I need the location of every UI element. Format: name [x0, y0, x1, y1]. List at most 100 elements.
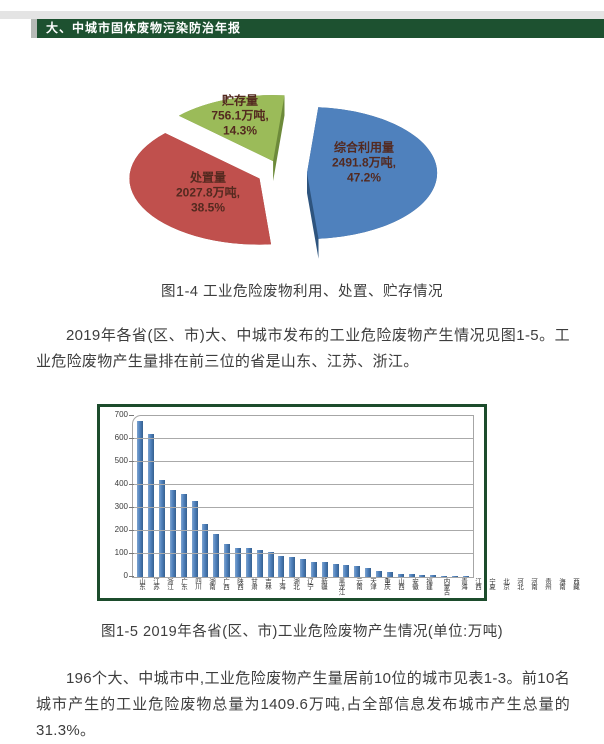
pie-label-disposal-amount: 2027.8万吨,: [175, 185, 241, 200]
pie-label-utilization-name: 综合利用量: [333, 140, 395, 155]
bar-江苏: [148, 433, 155, 577]
bar-column-青海: [374, 571, 385, 577]
gridline-600: [133, 438, 473, 439]
bar-column-吉林: [233, 548, 244, 577]
bar-青海: [375, 571, 382, 577]
bar-湖北: [256, 549, 263, 577]
y-tick-label-0: 0: [123, 571, 128, 580]
x-tick-label-福建: 福建: [424, 578, 432, 589]
bar-column-天津: [309, 561, 320, 577]
x-label-col-广西: 广西: [218, 578, 232, 595]
bar-column-西藏: [460, 576, 471, 577]
x-tick-label-山西: 山西: [396, 578, 404, 589]
page-header-title: 大、中城市固体废物污染防治年报: [37, 19, 604, 38]
x-tick-label-天津: 天津: [368, 578, 376, 589]
bar-chart-plot-area: [132, 415, 474, 578]
bar-column-云南: [298, 558, 309, 577]
x-label-col-新疆: 新疆: [316, 578, 330, 595]
y-tick-mark-600: [129, 438, 134, 439]
bar-column-河南: [428, 575, 439, 577]
y-tick-label-700: 700: [114, 410, 128, 419]
x-tick-label-河南: 河南: [529, 578, 537, 589]
pie-label-storage-name: 贮存量: [221, 93, 258, 108]
y-tick-mark-400: [129, 484, 134, 485]
x-label-col-上海: 上海: [274, 578, 288, 595]
bar-江西: [386, 571, 393, 577]
bar-chart-inner: 0 100 200 300 400 500 600 700 山东 江苏 浙江 广东 四川 湖南 广西 陕西甘…: [106, 410, 579, 596]
y-tick-label-400: 400: [114, 479, 128, 488]
x-label-col-重庆: 重庆: [379, 578, 393, 595]
x-label-col-辽宁: 辽宁: [302, 578, 316, 595]
bar-重庆: [321, 562, 328, 577]
pie-label-storage: 贮存量 756.1万吨, 14.3%: [211, 94, 268, 139]
x-tick-label-浙江: 浙江: [165, 578, 173, 589]
x-label-col-河南: 河南: [526, 578, 540, 595]
bar-福建: [354, 565, 361, 577]
x-tick-label-甘肃: 甘肃: [249, 578, 257, 589]
x-label-col-黑龙江: 黑龙江: [330, 578, 351, 595]
x-tick-label-湖北: 湖北: [291, 578, 299, 589]
top-divider-strip: [0, 11, 604, 19]
x-tick-label-贵州: 贵州: [543, 578, 551, 589]
bar-内蒙古: [365, 567, 372, 577]
paragraph-1: 2019年各省(区、市)大、中城市发布的工业危险废物产生情况见图1-5。工业危险…: [36, 327, 570, 370]
x-label-col-内蒙古: 内蒙古: [435, 578, 456, 595]
y-tick-label-300: 300: [114, 502, 128, 511]
x-label-col-吉林: 吉林: [260, 578, 274, 595]
pie-label-storage-amount: 756.1万吨,: [211, 108, 269, 123]
bar-column-浙江: [157, 480, 168, 577]
pie-label-utilization: 综合利用量 2491.8万吨, 47.2%: [332, 141, 396, 186]
bar-column-江苏: [146, 433, 157, 577]
x-label-col-广东: 广东: [176, 578, 190, 595]
x-tick-label-陕西: 陕西: [235, 578, 243, 589]
bar-chart-x-axis: 山东 江苏 浙江 广东 四川 湖南 广西 陕西 甘肃 吉林 上海 湖北 辽宁 新疆 黑龙江 云南 天津 重庆 山西安…: [132, 578, 579, 595]
x-tick-label-海南: 海南: [557, 578, 565, 589]
x-label-col-湖南: 湖南: [204, 578, 218, 595]
figure-1-5-bar-chart: 0 100 200 300 400 500 600 700 山东 江苏 浙江 广东 四川 湖南 广西 陕西甘…: [97, 404, 579, 601]
bar-山西: [332, 564, 339, 577]
x-tick-label-云南: 云南: [354, 578, 362, 589]
x-tick-label-山东: 山东: [137, 578, 145, 589]
x-label-col-贵州: 贵州: [540, 578, 554, 595]
bar-西藏: [462, 576, 469, 577]
pie-slice-storage: [178, 95, 285, 162]
y-tick-mark-200: [129, 530, 134, 531]
bar-辽宁: [267, 552, 274, 577]
bar-column-甘肃: [222, 544, 233, 577]
bar-河北: [419, 574, 426, 577]
bar-贵州: [441, 576, 448, 577]
y-tick-mark-0: [129, 576, 134, 577]
bar-广东: [169, 490, 176, 577]
gridline-100: [133, 553, 473, 554]
bar-安徽: [343, 565, 350, 577]
bar-column-安徽: [341, 565, 352, 577]
x-tick-label-内蒙古: 内蒙古: [442, 578, 449, 595]
x-label-col-湖北: 湖北: [288, 578, 302, 595]
bar-column-陕西: [211, 534, 222, 577]
bar-云南: [300, 558, 307, 577]
bar-column-北京: [406, 574, 417, 577]
x-tick-label-广西: 广西: [221, 578, 229, 589]
x-tick-label-河北: 河北: [515, 578, 523, 589]
bar-column-四川: [178, 493, 189, 577]
bar-column-宁夏: [395, 573, 406, 577]
x-tick-label-黑龙江: 黑龙江: [337, 578, 344, 595]
gridline-200: [133, 530, 473, 531]
pie-label-utilization-amount: 2491.8万吨,: [331, 155, 397, 170]
bar-河南: [430, 575, 437, 577]
y-tick-mark-500: [129, 461, 134, 462]
bar-column-广东: [168, 490, 179, 577]
x-tick-label-北京: 北京: [501, 578, 509, 589]
y-tick-mark-100: [129, 553, 134, 554]
bar-四川: [180, 493, 187, 577]
bar-column-上海: [243, 548, 254, 577]
x-label-col-甘肃: 甘肃: [246, 578, 260, 595]
bar-column-黑龙江: [287, 556, 298, 577]
x-tick-label-吉林: 吉林: [263, 578, 271, 589]
x-label-col-宁夏: 宁夏: [484, 578, 498, 595]
x-label-col-福建: 福建: [421, 578, 435, 595]
bar-浙江: [159, 480, 166, 577]
bar-山东: [137, 421, 144, 577]
pie-label-utilization-percent: 47.2%: [346, 170, 382, 185]
x-tick-label-宁夏: 宁夏: [487, 578, 495, 589]
